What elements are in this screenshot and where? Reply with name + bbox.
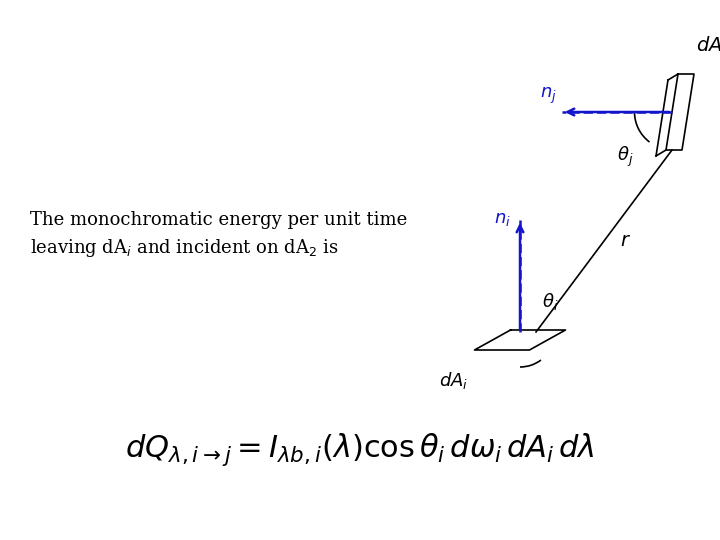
Text: $\theta_i$: $\theta_i$ <box>541 292 558 313</box>
Text: $n_j$: $n_j$ <box>539 86 557 106</box>
Text: leaving dA$_i$ and incident on dA$_2$ is: leaving dA$_i$ and incident on dA$_2$ is <box>30 237 339 259</box>
Text: $dA_i$: $dA_i$ <box>438 370 468 391</box>
Text: $n_i$: $n_i$ <box>494 210 510 228</box>
Text: $dA_j$: $dA_j$ <box>696 35 720 60</box>
Text: $dQ_{\lambda,i\rightarrow j} = I_{\lambda b,i}(\lambda)\cos\theta_i\,d\omega_i\,: $dQ_{\lambda,i\rightarrow j} = I_{\lambd… <box>125 431 595 468</box>
Text: The monochromatic energy per unit time: The monochromatic energy per unit time <box>30 211 408 229</box>
Text: $\theta_j$: $\theta_j$ <box>617 145 634 169</box>
Text: $r$: $r$ <box>621 232 631 250</box>
